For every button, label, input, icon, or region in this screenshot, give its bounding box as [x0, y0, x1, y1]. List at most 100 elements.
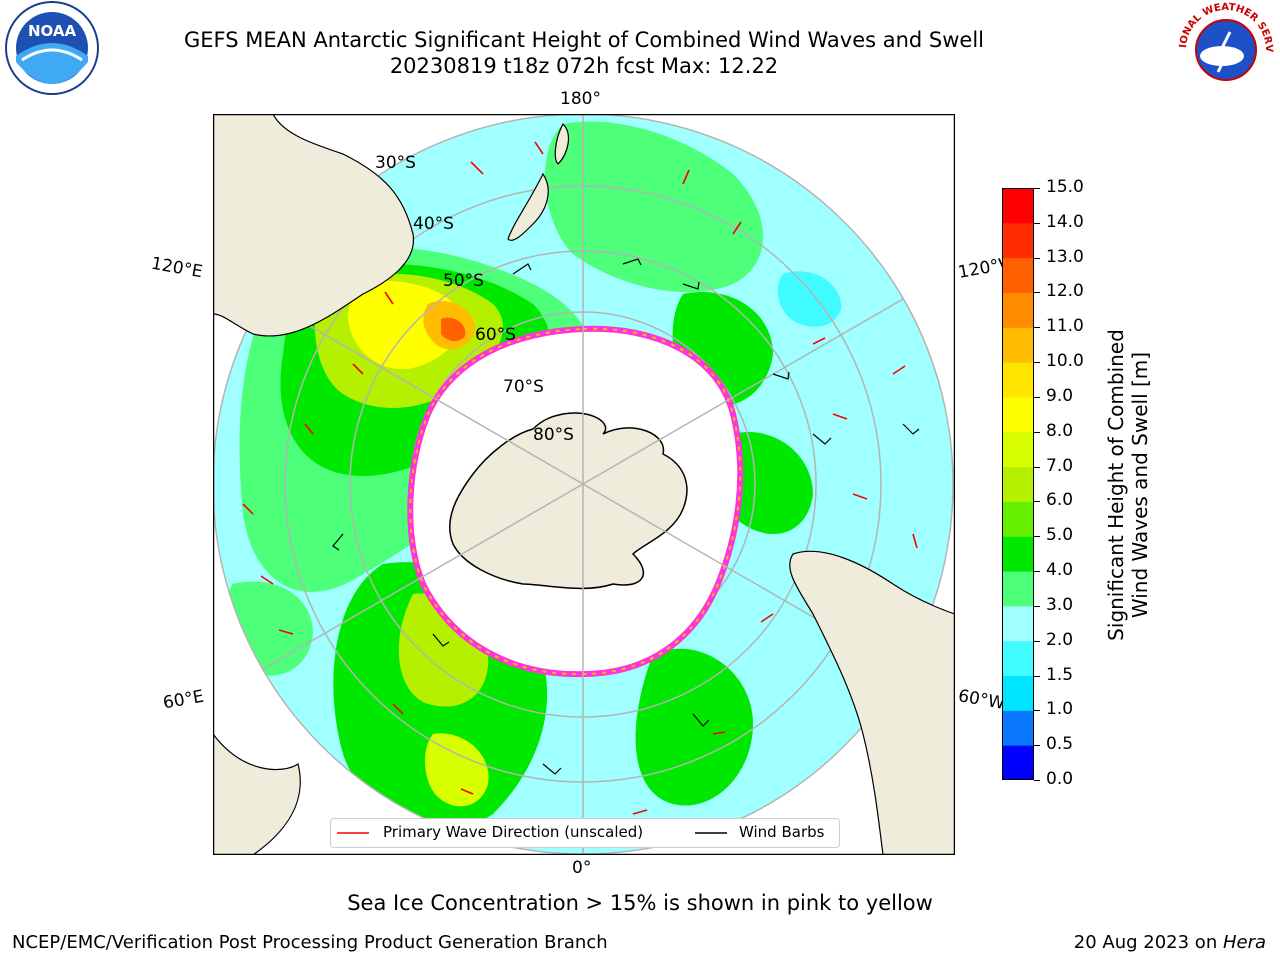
colorbar-ticks: 0.0 0.5 1.0 1.5 2.0 3.0 4.0 5.0 6.0 7.0 8.0 9.0 10.0… [1034, 177, 1104, 789]
footer-date: 20 Aug 2023 on [1073, 932, 1223, 953]
colorbar-band [1002, 745, 1034, 780]
lat-label-30s: 30°S [375, 153, 416, 173]
colorbar-band [1002, 675, 1034, 711]
colorbar-band [1002, 396, 1034, 433]
colorbar-band [1002, 257, 1034, 293]
colorbar-tick-label: 12.0 [1046, 281, 1084, 302]
colorbar-tick-label: 13.0 [1046, 246, 1084, 267]
colorbar-band [1002, 362, 1034, 398]
colorbar-tick-mark [1034, 396, 1040, 398]
legend-primary-wave-label: Primary Wave Direction (unscaled) [383, 823, 644, 841]
colorbar-tick-mark [1034, 466, 1040, 468]
colorbar-tick-mark [1034, 571, 1040, 573]
colorbar-tick-mark [1034, 188, 1040, 189]
colorbar-tick-mark [1034, 222, 1040, 224]
colorbar-tick-label: 14.0 [1046, 211, 1084, 232]
colorbar-band [1002, 222, 1034, 259]
colorbar-tick-mark [1034, 640, 1040, 642]
lat-label-50s: 50°S [443, 271, 484, 291]
colorbar-tick-label: 15.0 [1046, 177, 1084, 197]
colorbar-tick-mark [1034, 431, 1040, 433]
colorbar-band [1002, 188, 1034, 224]
colorbar-label: Significant Height of Combined Wind Wave… [1104, 329, 1152, 641]
wave-direction-legend-icon [337, 832, 369, 834]
wave-direction-arrows [242, 141, 918, 815]
colorbar-tick-label: 11.0 [1046, 316, 1084, 337]
colorbar-tick-mark [1034, 292, 1040, 294]
colorbar-tick-label: 10.0 [1046, 351, 1084, 372]
colorbar-tick-label: 6.0 [1046, 490, 1074, 511]
colorbar-tick-label: 0.5 [1046, 734, 1074, 755]
colorbar-band [1002, 536, 1034, 572]
colorbar-tick-mark [1034, 536, 1040, 538]
wave-field-4m-southeast [635, 648, 753, 806]
colorbar-tick-label: 7.0 [1046, 455, 1074, 476]
colorbar-tick-label: 2.0 [1046, 629, 1074, 650]
south-america-landmass [789, 550, 955, 855]
wind-barb-legend-icon [695, 832, 727, 834]
colorbar-label-line1: Significant Height of Combined [1104, 329, 1128, 641]
colorbar-tick-mark [1034, 710, 1040, 712]
colorbar-band [1002, 501, 1034, 537]
lat-label-70s: 70°S [503, 377, 544, 397]
colorbar-band [1002, 466, 1034, 502]
chart-title: GEFS MEAN Antarctic Significant Height o… [0, 27, 1168, 79]
colorbar-band [1002, 710, 1034, 746]
lat-label-60s: 60°S [475, 325, 516, 345]
colorbar-band [1002, 292, 1034, 328]
nws-logo: NATIONAL WEATHER SERVICE [1172, 0, 1274, 96]
colorbar-tick-label: 3.0 [1046, 594, 1074, 615]
svg-text:NOAA: NOAA [28, 22, 77, 40]
colorbar-tick-label: 0.0 [1046, 769, 1074, 789]
polar-map: 30°S 40°S 50°S 60°S 70°S 80°S [213, 114, 955, 855]
colorbar-tick-label: 8.0 [1046, 420, 1074, 441]
colorbar-tick-label: 1.0 [1046, 699, 1074, 720]
lat-label-40s: 40°S [413, 214, 454, 234]
map-legend: Primary Wave Direction (unscaled) Wind B… [330, 818, 840, 848]
colorbar-tick-mark [1034, 745, 1040, 747]
colorbar [1002, 188, 1034, 780]
colorbar-tick-mark [1034, 605, 1040, 607]
noaa-logo: NOAA [5, 1, 99, 95]
sea-ice-note: Sea Ice Concentration > 15% is shown in … [347, 891, 933, 915]
map-frame [213, 114, 955, 855]
colorbar-tick-mark [1034, 780, 1040, 781]
colorbar-band [1002, 605, 1034, 642]
lat-label-80s: 80°S [533, 425, 574, 445]
colorbar-band [1002, 640, 1034, 677]
footer-left: NCEP/EMC/Verification Post Processing Pr… [12, 932, 608, 953]
colorbar-tick-mark [1034, 501, 1040, 503]
footer-host: Hera [1222, 932, 1266, 953]
lon-label-180: 180° [560, 89, 601, 109]
colorbar-tick-label: 4.0 [1046, 560, 1074, 581]
colorbar-tick-label: 5.0 [1046, 525, 1074, 546]
colorbar-band [1002, 431, 1034, 468]
colorbar-tick-mark [1034, 362, 1040, 364]
colorbar-label-line2: Wind Waves and Swell [m] [1128, 351, 1152, 619]
wind-barbs [332, 258, 920, 775]
lon-label-0: 0° [572, 858, 592, 878]
colorbar-tick-mark [1034, 675, 1040, 677]
footer-right: 20 Aug 2023 on Hera [1074, 932, 1266, 953]
wave-field-3m-north [544, 121, 763, 293]
antarctica-landmass [449, 412, 688, 590]
wave-field-12m [441, 317, 466, 342]
lon-label-60w: 60°W [956, 686, 1007, 714]
new-zealand-landmass [507, 123, 570, 241]
legend-wind-barbs-label: Wind Barbs [739, 823, 825, 841]
lon-label-60e: 60°E [161, 686, 206, 714]
colorbar-band [1002, 571, 1034, 607]
colorbar-tick-mark [1034, 327, 1040, 329]
colorbar-band [1002, 327, 1034, 363]
graticule-meridians [262, 114, 904, 855]
wave-field-4m-east2 [720, 432, 813, 534]
wave-field-2m-east [777, 271, 842, 327]
title-line-2: 20230819 t18z 072h fcst Max: 12.22 [389, 54, 779, 78]
title-line-1: GEFS MEAN Antarctic Significant Height o… [183, 28, 985, 52]
lon-label-120e: 120°E [149, 253, 205, 283]
africa-landmass [213, 733, 301, 855]
wave-field-7m-south [424, 733, 489, 807]
australia-landmass [213, 114, 414, 337]
colorbar-tick-label: 1.5 [1046, 664, 1074, 685]
colorbar-tick-label: 9.0 [1046, 385, 1074, 406]
